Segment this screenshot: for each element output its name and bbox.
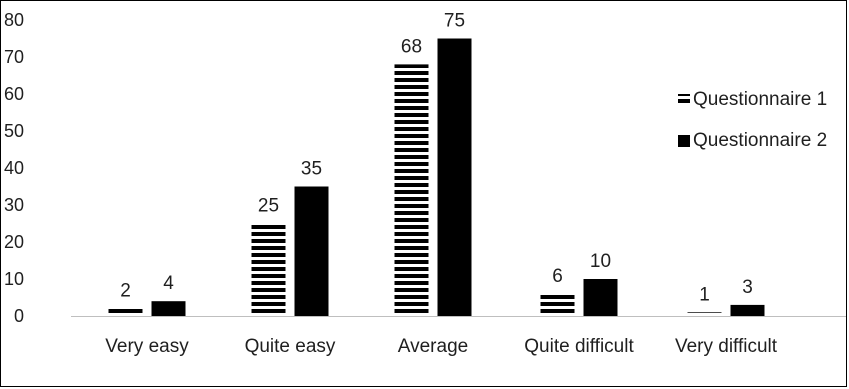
data-label: 4 bbox=[163, 273, 174, 294]
y-tick-label: 60 bbox=[4, 84, 24, 104]
x-category-label: Quite difficult bbox=[524, 336, 634, 357]
y-tick-label: 70 bbox=[4, 47, 24, 67]
data-label: 2 bbox=[120, 281, 131, 302]
y-tick-label: 80 bbox=[4, 10, 24, 30]
x-category-label: Average bbox=[398, 336, 468, 357]
data-label: 68 bbox=[401, 36, 422, 57]
y-tick-label: 10 bbox=[4, 269, 24, 289]
bar-questionnaire-2 bbox=[294, 186, 329, 316]
legend-swatch bbox=[678, 94, 690, 106]
bar-questionnaire-1 bbox=[394, 64, 429, 317]
data-label: 25 bbox=[258, 196, 279, 217]
bar-questionnaire-1 bbox=[251, 223, 286, 316]
legend-label: Questionnaire 2 bbox=[693, 130, 827, 151]
y-tick-label: 20 bbox=[4, 232, 24, 252]
y-tick-label: 40 bbox=[4, 158, 24, 178]
bar-questionnaire-1 bbox=[540, 293, 575, 316]
bar-questionnaire-2 bbox=[583, 279, 618, 316]
x-category-label: Quite easy bbox=[245, 336, 336, 357]
data-label: 10 bbox=[590, 251, 611, 272]
y-tick-label: 0 bbox=[14, 306, 24, 326]
bar-questionnaire-2 bbox=[730, 304, 765, 316]
y-tick-label: 50 bbox=[4, 121, 24, 141]
legend-label: Questionnaire 1 bbox=[693, 89, 827, 110]
data-label: 3 bbox=[742, 277, 753, 298]
x-category-label: Very easy bbox=[105, 336, 189, 357]
data-label: 35 bbox=[301, 159, 322, 180]
y-tick-label: 30 bbox=[4, 195, 24, 215]
bar-questionnaire-1 bbox=[687, 312, 722, 316]
data-label: 6 bbox=[552, 266, 563, 287]
bar-questionnaire-2 bbox=[437, 38, 472, 316]
data-label: 75 bbox=[444, 11, 465, 32]
x-category-label: Very difficult bbox=[675, 336, 778, 357]
data-label: 1 bbox=[699, 284, 710, 305]
bar-questionnaire-2 bbox=[151, 301, 186, 316]
legend-swatch bbox=[678, 135, 690, 147]
bar-questionnaire-1 bbox=[108, 308, 143, 316]
